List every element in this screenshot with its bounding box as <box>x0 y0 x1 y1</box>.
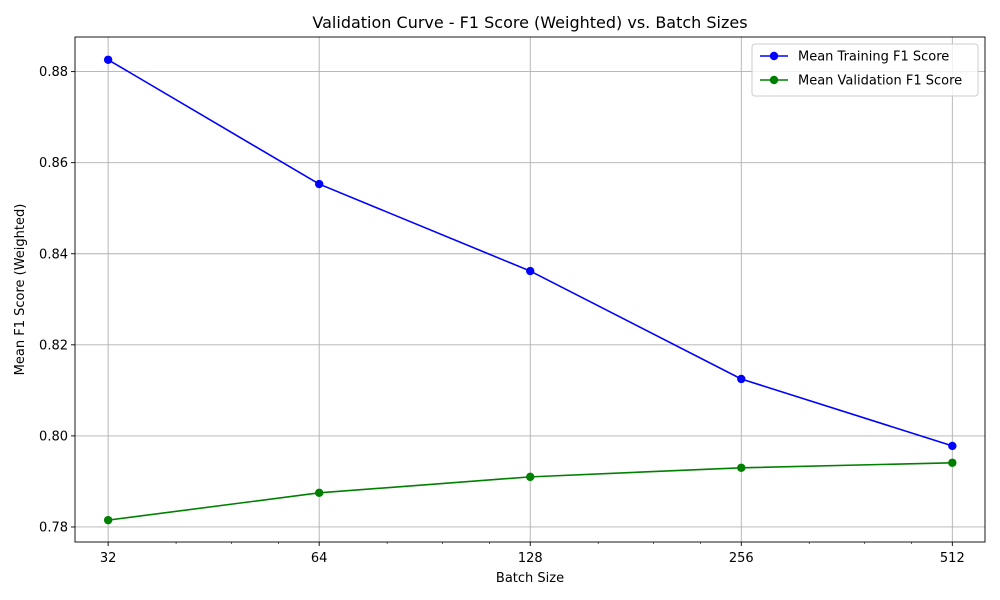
data-point <box>314 488 324 498</box>
data-point <box>526 472 535 482</box>
data-point <box>737 463 746 472</box>
grid <box>75 37 985 542</box>
legend: Mean Training F1 Score Mean Validation F1… <box>751 43 979 97</box>
legend-marker <box>769 51 779 61</box>
data-point <box>103 55 113 64</box>
x-tick-label: 64 <box>311 551 328 566</box>
y-tick-label: 0.78 <box>39 520 68 535</box>
validation-series <box>103 458 957 525</box>
legend-item: Mean Training F1 Score <box>760 50 949 65</box>
legend-marker <box>769 75 779 85</box>
x-tick-label: 32 <box>100 551 117 566</box>
x-tick-label: 128 <box>518 551 543 566</box>
y-tick-label: 0.84 <box>39 247 68 262</box>
x-tick-label: 512 <box>940 551 965 566</box>
data-point <box>526 266 535 276</box>
data-point <box>314 179 324 189</box>
data-point <box>948 458 957 467</box>
y-tick-label: 0.80 <box>39 429 68 444</box>
y-axis-label: Mean F1 Score (Weighted) <box>13 204 28 376</box>
y-tick-label: 0.82 <box>39 338 68 353</box>
series-layer <box>103 55 957 525</box>
y-tick-label: 0.86 <box>39 156 68 171</box>
x-tick-label: 256 <box>729 551 754 566</box>
legend-label: Mean Validation F1 Score <box>798 74 962 89</box>
data-point <box>103 515 113 525</box>
training-series <box>103 55 957 451</box>
axis-ticks: 32 64 128 256 512 0.78 0.80 0.82 0.84 0.86 0.88 <box>39 65 965 566</box>
chart-title: Validation Curve - F1 Score (Weighted) v… <box>312 13 747 32</box>
x-axis-label: Batch Size <box>496 571 564 586</box>
legend-item: Mean Validation F1 Score <box>760 74 962 89</box>
data-point <box>948 441 957 451</box>
legend-label: Mean Training F1 Score <box>798 50 949 65</box>
data-point <box>737 374 746 384</box>
legend-box <box>751 43 979 97</box>
y-tick-label: 0.88 <box>39 65 68 80</box>
